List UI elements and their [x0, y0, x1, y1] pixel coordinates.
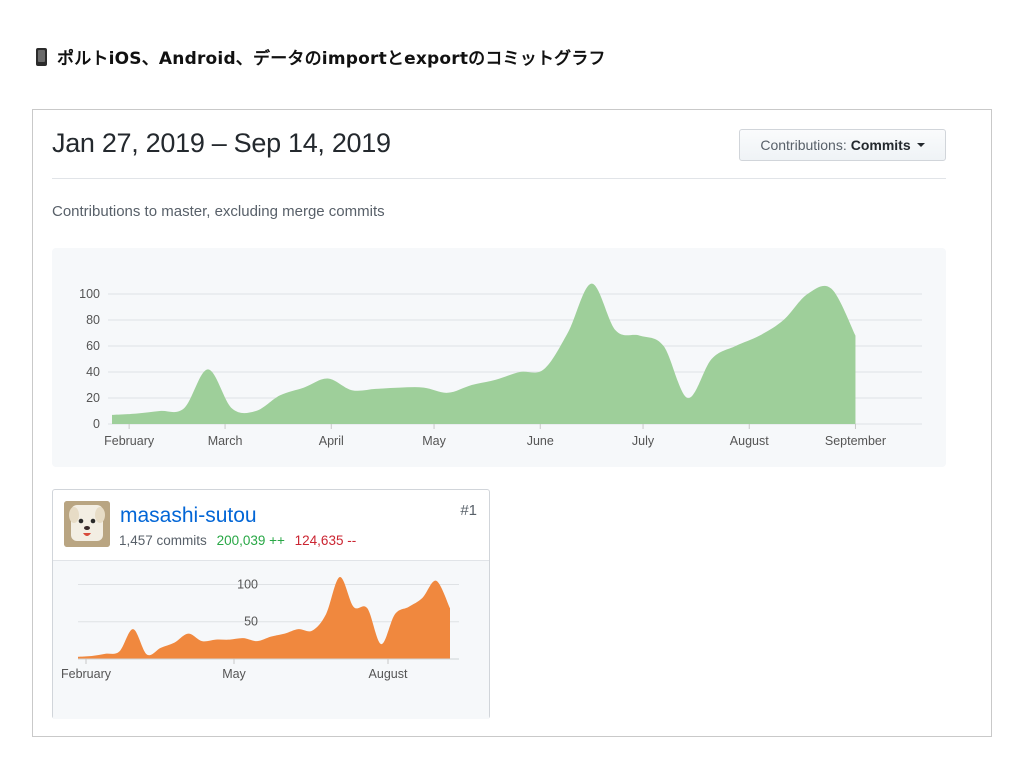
x-tick-label: August: [730, 434, 769, 448]
y-tick-label: 20: [86, 391, 100, 405]
contributions-value: Commits: [850, 137, 911, 153]
slide-title: ポルトiOS、Android、データのimportとexportのコミットグラフ: [36, 44, 606, 69]
x-tick-label: June: [527, 434, 554, 448]
y-tick-label: 50: [244, 615, 258, 629]
contributions-subtitle: Contributions to master, excluding merge…: [52, 203, 385, 220]
x-tick-label: March: [208, 434, 243, 448]
main-contributions-chart: 0 20 40 60 80 100 February March April May June Jul…: [52, 248, 946, 467]
contributor-stats: 1,457 commits 200,039 ++ 124,635 --: [119, 533, 356, 548]
contributions-label: Contributions:: [760, 137, 847, 153]
y-tick-label: 0: [93, 417, 100, 431]
y-tick-label: 100: [79, 287, 100, 301]
avatar-image: [64, 501, 110, 547]
contributor-card: masashi-sutou 1,457 commits 200,039 ++ 1…: [52, 489, 490, 719]
commit-count: 1,457 commits: [119, 533, 207, 548]
additions-count: 200,039 ++: [216, 533, 285, 548]
y-tick-label: 40: [86, 365, 100, 379]
commits-area: [112, 283, 856, 424]
header-divider: [52, 178, 946, 179]
x-tick-label: September: [825, 434, 886, 448]
mobile-phone-icon: [36, 47, 47, 66]
contributor-chart-svg: 50 100 February May August: [61, 576, 459, 681]
x-tick-label: May: [222, 667, 246, 681]
x-tick-label: August: [369, 667, 408, 681]
main-chart-svg: 0 20 40 60 80 100 February March April May June Jul…: [79, 283, 922, 448]
x-tick-label: February: [104, 434, 155, 448]
contributor-chart: 50 100 February May August: [53, 560, 489, 719]
y-tick-label: 100: [237, 577, 258, 591]
contributor-commits-area: [78, 576, 450, 659]
contributor-username-link[interactable]: masashi-sutou: [120, 504, 257, 527]
x-tick-label: July: [632, 434, 655, 448]
y-tick-label: 60: [86, 339, 100, 353]
slide-title-text: ポルトiOS、Android、データのimportとexportのコミットグラフ: [57, 49, 606, 69]
deletions-count: 124,635 --: [294, 533, 357, 548]
contributor-rank: #1: [460, 502, 477, 519]
contributions-dropdown-button[interactable]: Contributions: Commits: [739, 129, 946, 161]
x-tick-label: February: [61, 667, 112, 681]
y-tick-label: 80: [86, 313, 100, 327]
x-tick-label: May: [422, 434, 446, 448]
caret-down-icon: [916, 143, 925, 147]
avatar[interactable]: [64, 501, 110, 547]
x-tick-label: April: [319, 434, 344, 448]
date-range-heading: Jan 27, 2019 – Sep 14, 2019: [52, 128, 391, 158]
